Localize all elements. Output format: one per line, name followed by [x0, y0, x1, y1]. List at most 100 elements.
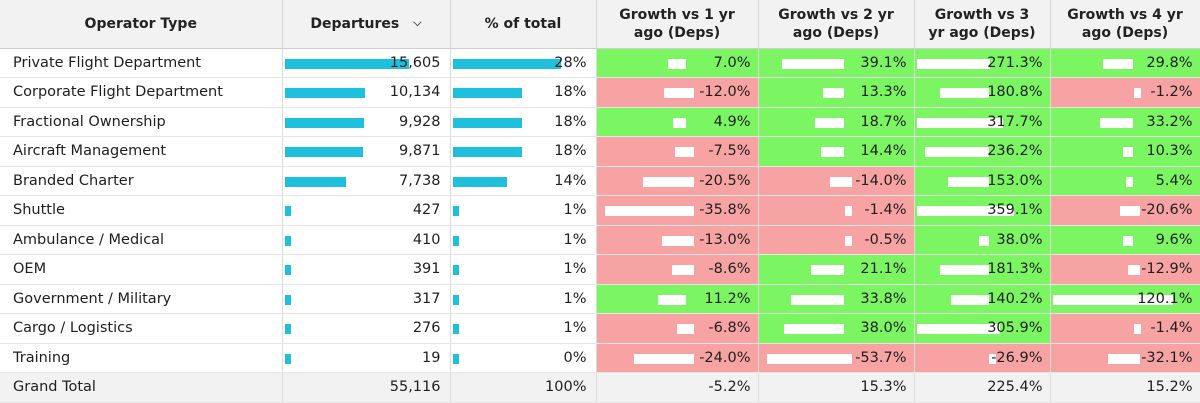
departures-cell: 427	[282, 195, 451, 226]
growth-value-g1: -8.6%	[708, 261, 751, 278]
table-row[interactable]: Shuttle 427 1% -35.8% -1.4% 359.1% -20.6%	[0, 195, 1200, 226]
departures-cell: 9,928	[282, 107, 451, 137]
growth-cell-g2: 13.3%	[758, 77, 915, 108]
pct-total-value: 18%	[554, 143, 587, 160]
growth-cell-g1: -7.5%	[596, 136, 759, 167]
growth-cell-g3: -26.9%	[914, 343, 1051, 373]
chevron-down-icon[interactable]: ⌵	[413, 16, 422, 30]
departures-value: 317	[412, 290, 441, 307]
growth-bar-g3	[988, 353, 997, 364]
growth-bar-g3	[916, 117, 1003, 128]
col-header-growth-4yr[interactable]: Growth vs 4 yr ago (Deps)	[1050, 0, 1200, 49]
departures-cell: 276	[282, 313, 451, 344]
col-header-departures[interactable]: Departures ⌵	[282, 0, 451, 49]
operator-type-label: Cargo / Logistics	[13, 320, 133, 337]
growth-bar-g4	[1133, 324, 1141, 334]
growth-value-g3: 359.1%	[987, 202, 1043, 219]
departures-bar	[284, 206, 291, 216]
growth-value-g2: -1.4%	[864, 202, 907, 219]
table-row[interactable]: OEM 391 1% -8.6% 21.1% 181.3% -12.9%	[0, 254, 1200, 285]
growth-value-g3: 225.4%	[987, 379, 1043, 396]
growth-cell-g1: -20.5%	[596, 166, 759, 196]
growth-cell-g2: 18.7%	[758, 107, 915, 137]
table-row[interactable]: Corporate Flight Department 10,134 18% -12.…	[0, 77, 1200, 108]
growth-cell-g1: -13.0%	[596, 225, 759, 255]
departures-bar	[284, 265, 291, 275]
operator-type-label: Shuttle	[13, 202, 65, 219]
pct-total-bar	[452, 353, 459, 364]
pct-total-cell: 1%	[450, 254, 597, 285]
pct-total-value: 0%	[563, 349, 587, 366]
col-header-operator-type[interactable]: Operator Type	[0, 0, 283, 49]
growth-value-g4: 10.3%	[1146, 143, 1193, 160]
departures-cell: 10,134	[282, 77, 451, 108]
col-header-label-line1: Growth vs 2 yr	[778, 6, 894, 23]
table-row[interactable]: Aircraft Management 9,871 18% -7.5% 14.4% 236…	[0, 136, 1200, 167]
pct-total-cell: 1%	[450, 195, 597, 226]
table-row[interactable]: Ambulance / Medical 410 1% -13.0% -0.5% 38.0%…	[0, 225, 1200, 255]
pct-total-bar	[452, 206, 459, 216]
growth-value-g1: -13.0%	[699, 231, 751, 248]
growth-value-g4: 5.4%	[1155, 172, 1193, 189]
departures-value: 15,605	[389, 54, 441, 71]
departures-value: 9,871	[398, 143, 441, 160]
growth-cell-g2: 33.8%	[758, 284, 915, 314]
growth-bar-g4	[1123, 235, 1133, 246]
growth-cell-g4: 29.8%	[1050, 48, 1200, 78]
operator-type-cell: Private Flight Department	[0, 48, 283, 78]
growth-bar-g1	[657, 294, 686, 305]
grand-total-row[interactable]: Grand Total 55,116 100% -5.2% 15.3% 225.4% 15.…	[0, 372, 1200, 403]
pct-total-bar	[452, 88, 522, 98]
growth-bar-g3	[947, 176, 990, 187]
col-header-label: Departures	[310, 16, 400, 33]
growth-bar-g3	[916, 324, 1000, 334]
operator-type-cell: Training	[0, 343, 283, 373]
growth-value-g3: 305.9%	[987, 320, 1043, 337]
departures-cell: 9,871	[282, 136, 451, 167]
pct-total-bar	[452, 324, 459, 334]
operator-type-label: Aircraft Management	[13, 143, 167, 160]
growth-bar-g4	[1103, 58, 1133, 69]
growth-value-g2: -14.0%	[855, 172, 907, 189]
table-row[interactable]: Fractional Ownership 9,928 18% 4.9% 18.7% 317…	[0, 107, 1200, 137]
col-header-growth-3yr[interactable]: Growth vs 3 yr ago (Deps)	[914, 0, 1051, 49]
col-header-label-line1: Growth vs 3	[934, 6, 1030, 23]
growth-bar-g1	[675, 147, 694, 157]
departures-bar	[284, 235, 291, 246]
departures-value: 410	[412, 231, 441, 248]
table-row[interactable]: Government / Military 317 1% 11.2% 33.8% 140.…	[0, 284, 1200, 314]
col-header-growth-2yr[interactable]: Growth vs 2 yr ago (Deps)	[758, 0, 915, 49]
departures-cell: 317	[282, 284, 451, 314]
pct-total-cell: 1%	[450, 225, 597, 255]
table-row[interactable]: Cargo / Logistics 276 1% -6.8% 38.0% 305.9% -1…	[0, 313, 1200, 344]
growth-value-g2: -0.5%	[864, 231, 907, 248]
growth-bar-g2	[766, 353, 853, 364]
departures-cell: 15,605	[282, 48, 451, 78]
col-header-label-line2: ago (Deps)	[792, 24, 880, 41]
growth-cell-g1: -35.8%	[596, 195, 759, 226]
operator-type-cell: Corporate Flight Department	[0, 77, 283, 108]
table-row[interactable]: Training 19 0% -24.0% -53.7% -26.9% -32.1%	[0, 343, 1200, 373]
growth-cell-g4: 15.2%	[1050, 372, 1200, 403]
growth-bar-g2	[821, 147, 845, 157]
growth-value-g4: 33.2%	[1146, 113, 1193, 130]
growth-cell-g3: 225.4%	[914, 372, 1051, 403]
table-row[interactable]: Branded Charter 7,738 14% -20.5% -14.0% 153.0…	[0, 166, 1200, 196]
pct-total-value: 1%	[563, 320, 587, 337]
growth-value-g3: 236.2%	[987, 143, 1043, 160]
growth-bar-g1	[642, 176, 694, 187]
growth-value-g4: 15.2%	[1146, 379, 1193, 396]
col-header-pct-total[interactable]: % of total	[450, 0, 597, 49]
growth-bar-g3	[940, 88, 990, 98]
col-header-growth-1yr[interactable]: Growth vs 1 yr ago (Deps)	[596, 0, 759, 49]
growth-cell-g1: -8.6%	[596, 254, 759, 285]
growth-cell-g3: 271.3%	[914, 48, 1051, 78]
growth-bar-g4	[1099, 117, 1133, 128]
departures-bar	[284, 353, 291, 364]
growth-cell-g1: 7.0%	[596, 48, 759, 78]
departures-bar	[284, 147, 364, 157]
col-header-label: Operator Type	[84, 15, 197, 32]
col-header-label-line1: Growth vs 4 yr	[1067, 6, 1183, 23]
table-row[interactable]: Private Flight Department 15,605 28% 7.0% 39…	[0, 48, 1200, 78]
